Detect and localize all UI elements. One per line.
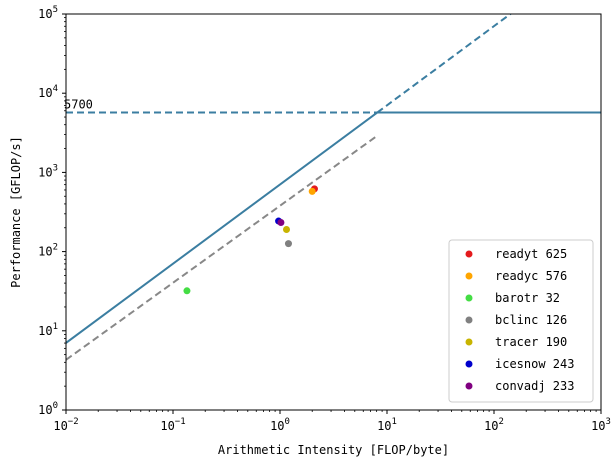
- bandwidth-line-dashed: [376, 14, 513, 114]
- legend-marker-bclinc: [465, 316, 473, 324]
- legend-marker-barotr: [465, 294, 473, 302]
- legend-label-readyc: readyc 576: [495, 269, 567, 283]
- legend-label-bclinc: bclinc 126: [495, 313, 567, 327]
- plot-content: [66, 14, 601, 361]
- x-tick-label: 102: [484, 417, 504, 433]
- plot-frame: [65, 13, 602, 411]
- x-axis-ticks: 10−2 10−1 100 101 102 103: [53, 410, 611, 433]
- data-point-bclinc: [284, 240, 292, 248]
- legend-label-convadj: convadj 233: [495, 379, 574, 393]
- x-tick-label: 10−1: [160, 417, 185, 433]
- data-point-tracer: [282, 226, 290, 234]
- data-point-barotr: [183, 287, 191, 295]
- y-tick-label: 100: [38, 401, 58, 417]
- y-tick-label: 102: [38, 243, 58, 259]
- legend-marker-icesnow: [465, 360, 473, 368]
- legend-marker-readyt: [465, 250, 473, 258]
- legend-marker-tracer: [465, 338, 473, 346]
- legend-label-tracer: tracer 190: [495, 335, 567, 349]
- bandwidth-line-solid: [66, 111, 378, 344]
- y-axis-label: Performance [GFLOP/s]: [9, 136, 23, 288]
- data-point-convadj: [277, 219, 285, 227]
- legend-label-readyt: readyt 625: [495, 247, 567, 261]
- x-tick-label: 100: [270, 417, 290, 433]
- y-tick-label: 101: [38, 322, 58, 338]
- peak-label: 5700: [64, 98, 93, 112]
- legend-marker-readyc: [465, 272, 473, 280]
- x-tick-label: 101: [377, 417, 397, 433]
- x-tick-label: 103: [591, 417, 611, 433]
- legend: readyt 625 readyc 576 barotr 32 bclinc 126 t…: [448, 239, 594, 403]
- reference-line: [66, 134, 378, 361]
- y-axis-ticks: 100 101 102 103 104 105: [38, 5, 66, 417]
- x-tick-label: 10−2: [53, 417, 78, 433]
- legend-marker-convadj: [465, 382, 473, 390]
- legend-label-icesnow: icesnow 243: [495, 357, 574, 371]
- x-axis-label: Arithmetic Intensity [FLOP/byte]: [218, 443, 449, 457]
- legend-label-barotr: barotr 32: [495, 291, 560, 305]
- y-tick-label: 104: [38, 84, 58, 100]
- axes-frame: [65, 13, 602, 411]
- y-tick-label: 103: [38, 163, 58, 179]
- data-point-readyc: [308, 187, 316, 195]
- y-tick-label: 105: [38, 5, 58, 21]
- legend-box: [448, 239, 594, 403]
